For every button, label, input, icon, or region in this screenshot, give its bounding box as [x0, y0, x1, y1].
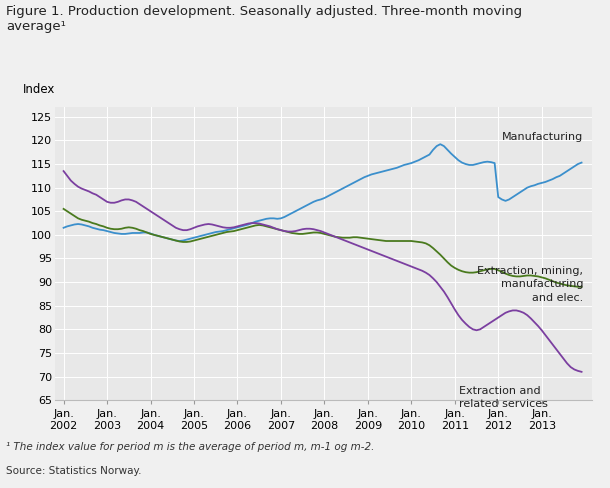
Text: ¹ The index value for period m is the average of period m, m-1 og m-2.: ¹ The index value for period m is the av…	[6, 442, 375, 451]
Text: Extraction, mining,
manufacturing
and elec.: Extraction, mining, manufacturing and el…	[477, 266, 583, 303]
Text: Manufacturing: Manufacturing	[502, 132, 583, 142]
Text: Index: Index	[23, 82, 55, 96]
Text: Extraction and
related services: Extraction and related services	[459, 386, 548, 409]
Text: Source: Statistics Norway.: Source: Statistics Norway.	[6, 466, 142, 476]
Text: Figure 1. Production development. Seasonally adjusted. Three-month moving
averag: Figure 1. Production development. Season…	[6, 5, 522, 33]
